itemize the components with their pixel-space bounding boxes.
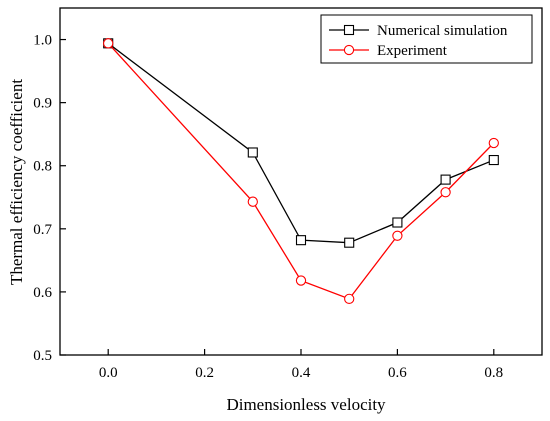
data-point-experiment bbox=[440, 187, 451, 198]
y-tick-label: 0.7 bbox=[33, 222, 52, 238]
legend-label-numerical: Numerical simulation bbox=[377, 23, 508, 39]
x-tick-label: 0.6 bbox=[388, 365, 407, 381]
series-line-experiment bbox=[107, 42, 495, 300]
data-point-numerical bbox=[247, 147, 258, 158]
y-tick-label: 0.8 bbox=[33, 159, 52, 175]
data-point-numerical bbox=[344, 237, 355, 248]
legend-marker-experiment bbox=[343, 44, 355, 56]
legend: Numerical simulation Experiment bbox=[320, 14, 533, 64]
legend-label-experiment: Experiment bbox=[377, 43, 448, 59]
data-point-experiment bbox=[295, 275, 307, 286]
x-tick-label: 0.8 bbox=[484, 365, 503, 381]
legend-box bbox=[320, 14, 533, 64]
data-point-numerical bbox=[440, 174, 451, 185]
series-line-numerical bbox=[107, 42, 495, 244]
data-point-numerical bbox=[392, 217, 403, 228]
y-tick-label: 0.9 bbox=[33, 96, 52, 112]
legend-marker-numerical bbox=[343, 24, 355, 36]
y-axis-title: Thermal efficiency coefficient bbox=[7, 79, 26, 285]
data-point-experiment bbox=[344, 293, 355, 304]
data-point-experiment bbox=[103, 38, 114, 49]
data-point-numerical bbox=[488, 154, 499, 166]
y-tick-label: 0.6 bbox=[33, 285, 52, 301]
series-layer bbox=[103, 38, 499, 304]
data-point-numerical bbox=[295, 235, 307, 246]
y-tick-label: 0.5 bbox=[33, 348, 52, 364]
x-axis-title: Dimensionless velocity bbox=[226, 395, 386, 414]
x-tick-label: 0.2 bbox=[195, 365, 214, 381]
data-point-experiment bbox=[488, 137, 499, 149]
x-tick-label: 0.4 bbox=[292, 365, 311, 381]
y-tick-label: 1.0 bbox=[33, 33, 52, 49]
x-tick-label: 0.0 bbox=[99, 365, 118, 381]
data-point-experiment bbox=[392, 230, 403, 241]
axes: 0.0 0.2 0.4 0.6 0.8 0.5 0.6 0.7 0.8 0.9 1.0 bbox=[33, 33, 503, 381]
data-point-experiment bbox=[247, 196, 258, 207]
